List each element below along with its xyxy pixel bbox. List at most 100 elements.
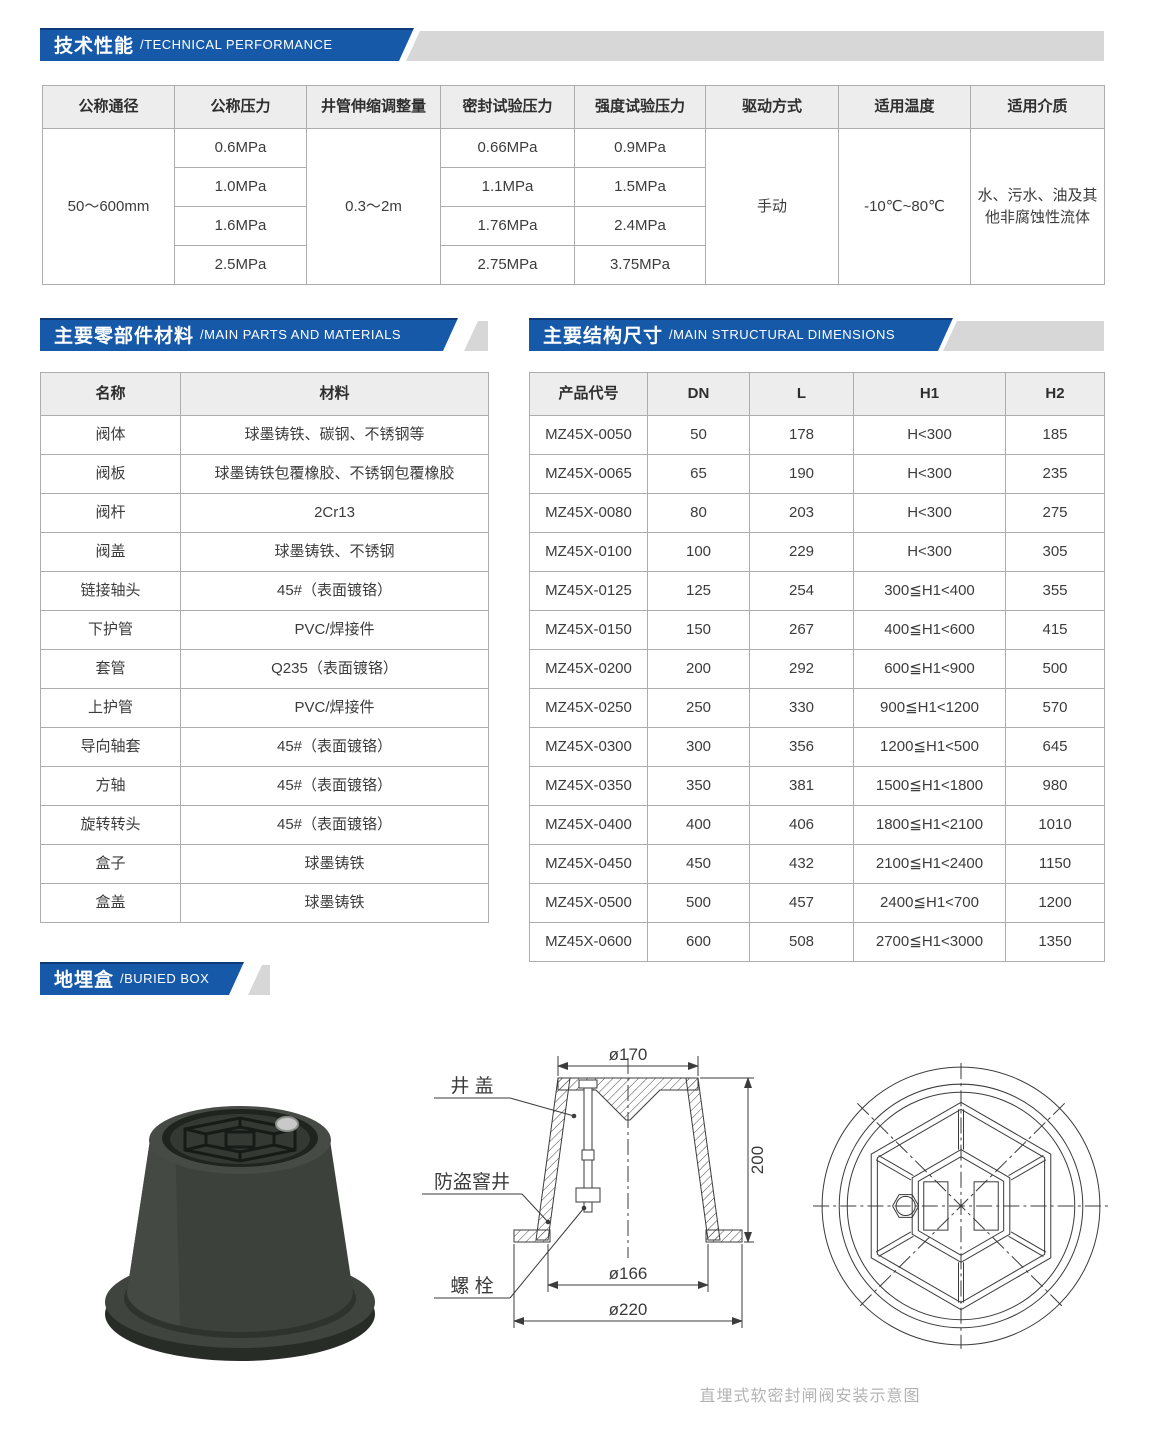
cell: 203	[749, 493, 854, 533]
buried-box-3d-render	[105, 1106, 375, 1361]
cell: 1.0MPa	[174, 167, 307, 207]
cell: 1.76MPa	[440, 206, 575, 246]
table-row: 链接轴头 45#（表面镀铬）	[40, 571, 489, 611]
cell: 250	[647, 688, 750, 728]
cell: 50	[647, 415, 750, 455]
cell: 盒盖	[40, 883, 181, 923]
cell: 球墨铸铁、不锈钢	[180, 532, 489, 572]
cell: 275	[1005, 493, 1105, 533]
table-row: 下护管 PVC/焊接件	[40, 610, 489, 650]
cell-adjustment: 0.3～2m	[306, 128, 441, 285]
banner-gray-stripe	[248, 965, 270, 995]
cell: 2.5MPa	[174, 245, 307, 285]
performance-table: 公称通径 公称压力 井管伸缩调整量 密封试验压力 强度试验压力 驱动方式 适用温…	[42, 85, 1105, 285]
cell: 500	[647, 883, 750, 923]
cell-drive: 手动	[705, 128, 839, 285]
cell: H<300	[853, 493, 1006, 533]
cell: 305	[1005, 532, 1105, 572]
cell: 3.75MPa	[574, 245, 706, 285]
cell: 406	[749, 805, 854, 845]
banner-gray-stripe	[406, 31, 1104, 61]
cell: 0.66MPa	[440, 128, 575, 168]
cell: 1.5MPa	[574, 167, 706, 207]
cell: 600	[647, 922, 750, 962]
section-header-performance: 技术性能 /TECHNICAL PERFORMANCE	[40, 28, 1104, 61]
cell: MZ45X-0050	[529, 415, 648, 455]
cell: 1200≦H1<500	[853, 727, 1006, 767]
cell: MZ45X-0065	[529, 454, 648, 494]
cell: 300≦H1<400	[853, 571, 1006, 611]
cell: MZ45X-0150	[529, 610, 648, 650]
cell: 150	[647, 610, 750, 650]
cell: 球墨铸铁	[180, 844, 489, 884]
cell-temperature: -10℃~80℃	[838, 128, 971, 285]
cell: 阀杆	[40, 493, 181, 533]
cell: MZ45X-0125	[529, 571, 648, 611]
cell: 570	[1005, 688, 1105, 728]
cell: H<300	[853, 532, 1006, 572]
dimensions-table: 产品代号 DN L H1 H2 MZ45X-0050 50 178 H<300 185 …	[529, 372, 1105, 962]
table-row: 阀体 球墨铸铁、碳钢、不锈钢等	[40, 415, 489, 455]
column-header: L	[749, 372, 854, 416]
column-header: 产品代号	[529, 372, 648, 416]
column-header: 适用介质	[970, 85, 1105, 129]
cell: 1150	[1005, 844, 1105, 884]
cell: 185	[1005, 415, 1105, 455]
cell: 450	[647, 844, 750, 884]
cell: 45#（表面镀铬）	[180, 766, 489, 806]
cell: 500	[1005, 649, 1105, 689]
cell-diameter: 50～600mm	[42, 128, 175, 285]
cell: 355	[1005, 571, 1105, 611]
cell: 508	[749, 922, 854, 962]
cell: MZ45X-0400	[529, 805, 648, 845]
cell: H<300	[853, 454, 1006, 494]
section-title-en: /MAIN PARTS AND MATERIALS	[200, 327, 402, 342]
cell: 1500≦H1<1800	[853, 766, 1006, 806]
cell: 235	[1005, 454, 1105, 494]
table-row: MZ45X-0080 80 203 H<300 275	[529, 493, 1105, 533]
banner-gray-stripe	[464, 321, 488, 351]
table-row: 方轴 45#（表面镀铬）	[40, 766, 489, 806]
table-row: 套管 Q235（表面镀铬）	[40, 649, 489, 689]
cell: 900≦H1<1200	[853, 688, 1006, 728]
cell: MZ45X-0500	[529, 883, 648, 923]
column-header: 密封试验压力	[440, 85, 575, 129]
table-row: 1.6MPa 1.76MPa 2.4MPa	[43, 206, 1105, 246]
cell: 350	[647, 766, 750, 806]
table-row: 上护管 PVC/焊接件	[40, 688, 489, 728]
buried-box-top-view-drawing	[813, 1063, 1109, 1349]
cell: 100	[647, 532, 750, 572]
table-row: 50～600mm 0.6MPa 0.3～2m 0.66MPa 0.9MPa 手动…	[42, 128, 1105, 285]
cell: PVC/焊接件	[180, 610, 489, 650]
banner-blue: 技术性能 /TECHNICAL PERFORMANCE	[40, 28, 414, 61]
table-row: MZ45X-0050 50 178 H<300 185	[529, 415, 1105, 455]
cell: 阀板	[40, 454, 181, 494]
column-header: H2	[1005, 372, 1105, 416]
dim-top-diameter: ø170	[609, 1045, 648, 1064]
cell: PVC/焊接件	[180, 688, 489, 728]
table-row: MZ45X-0350 350 381 1500≦H1<1800 980	[529, 766, 1105, 806]
cell: MZ45X-0080	[529, 493, 648, 533]
table-row: 1.0MPa 1.1MPa 1.5MPa	[43, 167, 1105, 207]
cell: 381	[749, 766, 854, 806]
cell: 1200	[1005, 883, 1105, 923]
cell: 旋转转头	[40, 805, 181, 845]
section-header-dimensions: 主要结构尺寸 /MAIN STRUCTURAL DIMENSIONS	[529, 318, 1104, 351]
table-row: MZ45X-0400 400 406 1800≦H1<2100 1010	[529, 805, 1105, 845]
cell: 267	[749, 610, 854, 650]
cell: 2.75MPa	[440, 245, 575, 285]
cell: 1.1MPa	[440, 167, 575, 207]
cell: 400	[647, 805, 750, 845]
section-header-buried-box: 地埋盒 /BURIED BOX	[40, 962, 270, 995]
cell: 292	[749, 649, 854, 689]
cell: 链接轴头	[40, 571, 181, 611]
cell: MZ45X-0600	[529, 922, 648, 962]
cell: Q235（表面镀铬）	[180, 649, 489, 689]
materials-table: 名称 材料 阀体 球墨铸铁、碳钢、不锈钢等 阀板 球墨铸铁包覆橡胶、不锈钢包覆橡胶 …	[40, 372, 489, 923]
cell: 600≦H1<900	[853, 649, 1006, 689]
cell: 套管	[40, 649, 181, 689]
section-title-zh: 地埋盒	[54, 970, 115, 991]
cell: 415	[1005, 610, 1105, 650]
cell: 2400≦H1<700	[853, 883, 1006, 923]
lift-hole	[275, 1116, 299, 1132]
